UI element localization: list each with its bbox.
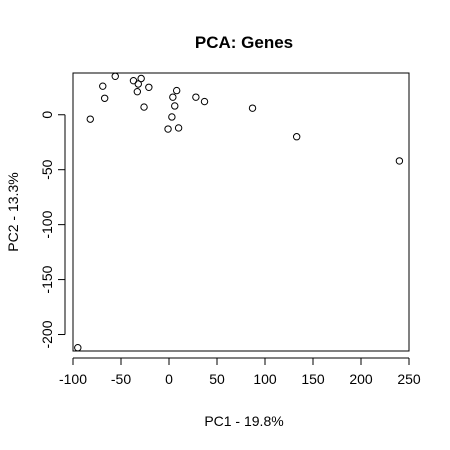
x-tick-label: -100 <box>59 371 87 387</box>
data-point <box>100 94 109 102</box>
y-tick-label: -200 <box>39 320 55 348</box>
data-point <box>145 83 153 91</box>
y-axis-label: PC2 - 13.3% <box>5 172 21 251</box>
data-point <box>133 87 142 96</box>
data-point <box>111 72 119 80</box>
x-tick-label: -50 <box>111 371 131 387</box>
x-tick-label: 200 <box>349 371 373 387</box>
data-point <box>171 102 179 110</box>
plot-frame <box>72 72 410 352</box>
x-tick-label: 50 <box>209 371 225 387</box>
data-point <box>164 125 172 133</box>
data-point <box>192 93 200 101</box>
data-point <box>140 103 148 111</box>
data-point <box>174 124 183 132</box>
y-axis: -200 -150 -100 -50 0 <box>39 111 66 349</box>
x-axis: -100 -50 0 50 100 150 200 250 <box>59 357 421 387</box>
data-point <box>169 93 177 101</box>
y-tick-label: -150 <box>39 265 55 293</box>
x-axis-label: PC1 - 19.8% <box>204 413 283 429</box>
data-point <box>172 86 181 95</box>
x-tick-label: 250 <box>397 371 421 387</box>
data-point <box>292 133 301 141</box>
data-point <box>200 97 209 106</box>
data-point <box>248 104 257 112</box>
x-tick-label: 150 <box>301 371 325 387</box>
data-point <box>137 74 145 83</box>
chart-title: PCA: Genes <box>195 33 293 52</box>
y-tick-label: 0 <box>39 111 55 119</box>
x-tick-label: 100 <box>253 371 277 387</box>
data-point <box>395 157 404 165</box>
data-points <box>74 72 404 352</box>
data-point <box>86 115 94 123</box>
data-point <box>99 82 107 90</box>
y-tick-label: -50 <box>39 159 55 179</box>
data-point <box>168 113 176 121</box>
data-point <box>74 344 82 352</box>
y-tick-label: -100 <box>39 210 55 238</box>
x-tick-label: 0 <box>165 371 173 387</box>
